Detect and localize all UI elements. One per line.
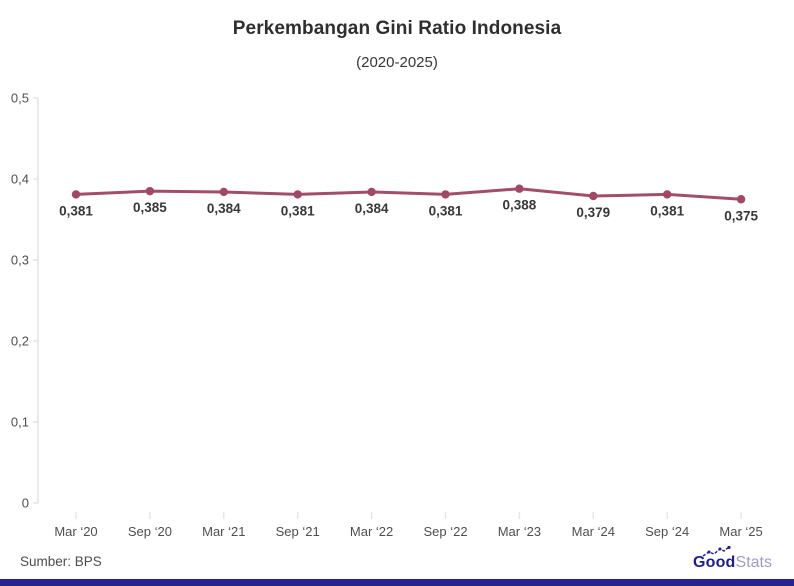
data-point [441,190,450,199]
data-point [367,187,376,197]
data-point-label: 0,385 [133,200,167,215]
x-axis-label: Mar ‘22 [350,524,393,539]
y-axis-label: 0,5 [11,91,29,106]
data-point [736,195,746,204]
trend-line [74,187,743,201]
data-point [515,184,524,193]
data-point-label: 0,388 [503,198,537,213]
data-point-label: 0,381 [650,203,684,218]
x-axis-label: Mar ‘23 [498,524,541,539]
brand-bottom-bar [0,579,794,586]
data-point-label: 0,381 [59,203,93,218]
data-point [663,190,672,199]
goodstats-logo: GoodStats [692,546,772,573]
data-point-label: 0,379 [576,205,610,220]
data-point-label: 0,381 [281,203,315,218]
x-axis-label: Mar ‘20 [54,524,97,539]
source-label: Sumber: BPS [20,554,102,569]
x-axis-label: Mar ‘24 [572,524,615,539]
data-point [71,190,81,199]
x-axis-label: Sep ‘20 [128,524,172,539]
data-point-label: 0,381 [429,203,463,218]
y-axis-label: 0 [22,496,29,511]
y-axis-label: 0,4 [11,172,29,187]
y-axis-label: 0,3 [11,253,29,268]
logo-text-good: Good [692,554,736,571]
chart-title: Perkembangan Gini Ratio Indonesia [232,18,562,39]
logo-trend-doodle-icon [702,546,731,557]
x-axis-label: Sep ‘24 [645,524,689,539]
x-axis-label: Sep ‘21 [276,524,320,539]
x-axis-label: Mar ‘21 [202,524,245,539]
logo-text-stats: Stats [735,554,772,571]
y-axis-label: 0,1 [11,415,29,430]
y-axis-label: 0,2 [11,334,29,349]
data-point-label: 0,384 [207,201,241,216]
x-axis-label: Sep ‘22 [423,524,467,539]
data-point [219,187,228,197]
chart-subtitle: (2020-2025) [356,54,438,71]
data-point [145,186,155,196]
data-point-label: 0,375 [724,208,758,223]
data-point [293,190,302,199]
x-axis-label: Mar ‘25 [719,524,762,539]
data-point-label: 0,384 [355,201,389,216]
data-point [589,191,598,201]
